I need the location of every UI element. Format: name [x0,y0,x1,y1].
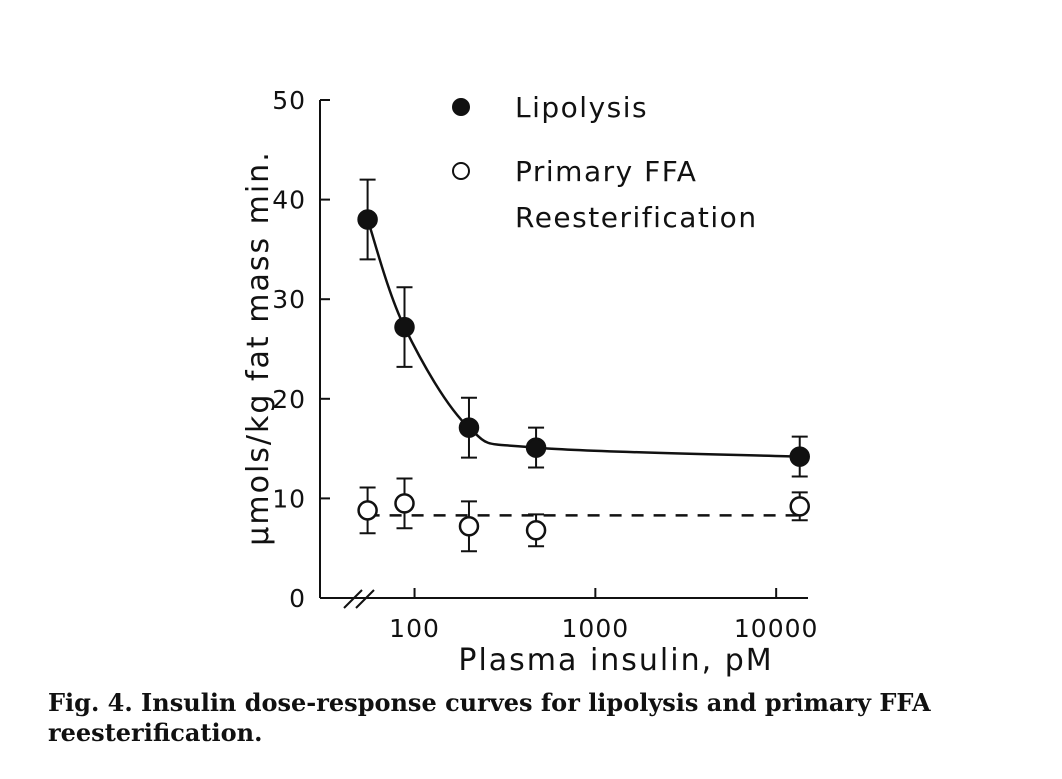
data-point-reesterification [458,516,480,537]
figure-caption: Fig. 4. Insulin dose-response curves for… [48,688,931,747]
x-axis-break [343,589,375,609]
x-axis-label: Plasma insulin, pM [458,643,773,678]
x-tick-label: 10000 [734,614,819,643]
y-tick-label: 50 [272,86,306,115]
legend-label-reesterification-line2: Reesterification [515,201,758,234]
legend-label-lipolysis: Lipolysis [515,91,648,124]
data-point-lipolysis [789,446,810,467]
legend-marker-reesterification [452,162,470,180]
data-point-lipolysis [357,209,378,230]
legend-label-reesterification-line1: Primary FFA [515,155,697,188]
axes [319,100,808,609]
y-tick-label: 40 [272,186,306,215]
y-tick-label: 10 [272,484,306,513]
series-reesterification [357,477,810,553]
data-point-reesterification [789,496,810,517]
data-point-reesterification [525,520,547,541]
series-line-lipolysis [366,219,800,458]
data-point-reesterification [394,493,415,514]
legend: Lipolysis Primary FFA Reesterification [452,91,758,234]
legend-marker-lipolysis [452,98,470,116]
y-tick-label: 0 [289,584,306,613]
x-ticks: 100 1000 10000 [389,588,819,643]
series-lipolysis [357,178,810,478]
data-point-lipolysis [525,437,547,458]
y-tick-label: 20 [272,385,306,414]
series-group [357,178,810,553]
data-point-reesterification [357,500,378,521]
x-tick-label: 1000 [562,614,630,643]
x-tick-label: 100 [389,614,440,643]
y-ticks: 0 10 20 30 40 50 [272,86,330,613]
data-point-lipolysis [394,316,415,338]
y-axis-label: μmols/kg fat mass min. [241,150,276,545]
y-tick-label: 30 [272,285,306,314]
data-point-lipolysis [458,417,480,438]
